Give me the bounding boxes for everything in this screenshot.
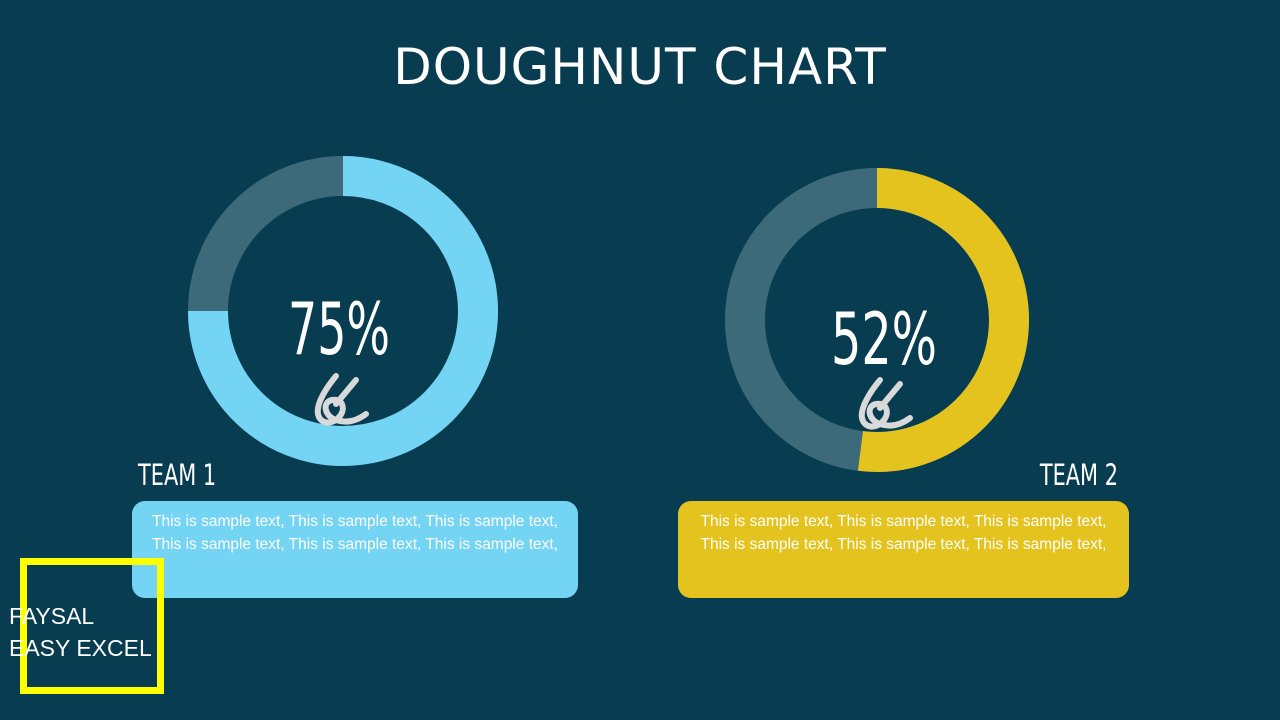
brand-line-2: EASY EXCEL	[9, 635, 152, 661]
team-1-description: This is sample text, This is sample text…	[132, 501, 578, 598]
team-2-description: This is sample text, This is sample text…	[678, 501, 1129, 598]
team-1-label: TEAM 1	[138, 458, 217, 492]
donut-percentage-team-2: 52%	[831, 297, 937, 381]
doughnut-team-2: 52%	[725, 168, 1029, 472]
donut-value-arc-team-1	[188, 156, 498, 466]
handshake-icon	[862, 380, 910, 427]
slide-title: DOUGHNUT CHART	[393, 38, 887, 96]
brand-logo: FAYSAL EASY EXCEL	[9, 600, 152, 664]
brand-line-1: FAYSAL	[9, 603, 95, 629]
doughnut-team-1: 75%	[188, 156, 498, 466]
handshake-icon	[318, 376, 366, 423]
team-2-label: TEAM 2	[1039, 458, 1118, 492]
donut-percentage-team-1: 75%	[288, 287, 390, 371]
donut-value-arc-team-2	[857, 168, 1029, 472]
